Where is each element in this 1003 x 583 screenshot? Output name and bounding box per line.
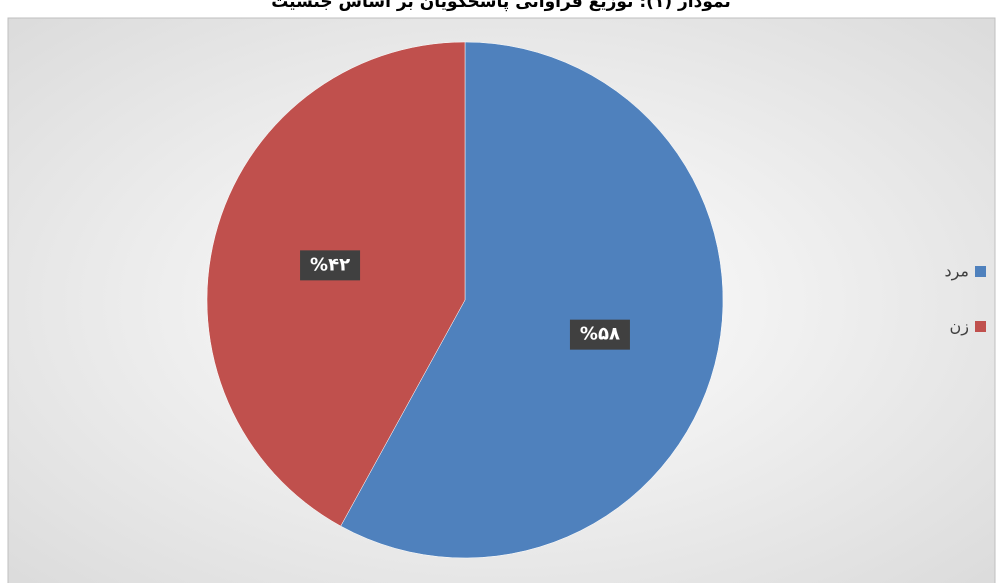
legend-label: مرد [944,262,969,282]
data-label: %۴۲ [310,254,350,275]
data-label: %۵۸ [580,324,620,345]
legend-label: زن [950,317,969,337]
legend-swatch [975,321,986,332]
chart-title: نمودار (۱): توزیع فراوانی پاسخگویان بر ا… [271,0,731,12]
page: {"chart_data": {"type": "pie", "title": … [0,0,1003,583]
chart: نمودار (۱): توزیع فراوانی پاسخگویان بر ا… [0,0,1003,583]
legend-swatch [975,266,986,277]
